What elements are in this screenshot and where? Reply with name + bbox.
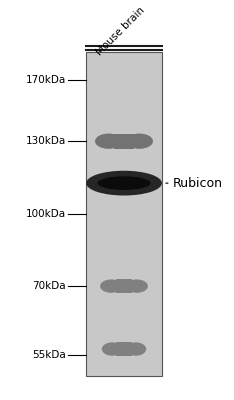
FancyBboxPatch shape <box>116 280 132 293</box>
Text: Rubicon: Rubicon <box>173 177 223 190</box>
Text: Mouse brain: Mouse brain <box>94 5 147 57</box>
Text: 170kDa: 170kDa <box>26 75 66 85</box>
FancyBboxPatch shape <box>114 134 134 149</box>
Ellipse shape <box>100 280 122 293</box>
Ellipse shape <box>98 176 150 190</box>
Ellipse shape <box>95 134 122 149</box>
Ellipse shape <box>86 171 162 196</box>
Text: 130kDa: 130kDa <box>26 136 66 146</box>
Text: 55kDa: 55kDa <box>32 350 66 360</box>
FancyBboxPatch shape <box>116 342 132 356</box>
Ellipse shape <box>126 280 148 293</box>
Text: 100kDa: 100kDa <box>26 209 66 219</box>
Text: 70kDa: 70kDa <box>33 281 66 291</box>
Ellipse shape <box>102 342 123 356</box>
Ellipse shape <box>125 342 146 356</box>
FancyBboxPatch shape <box>86 52 162 376</box>
Ellipse shape <box>126 134 153 149</box>
